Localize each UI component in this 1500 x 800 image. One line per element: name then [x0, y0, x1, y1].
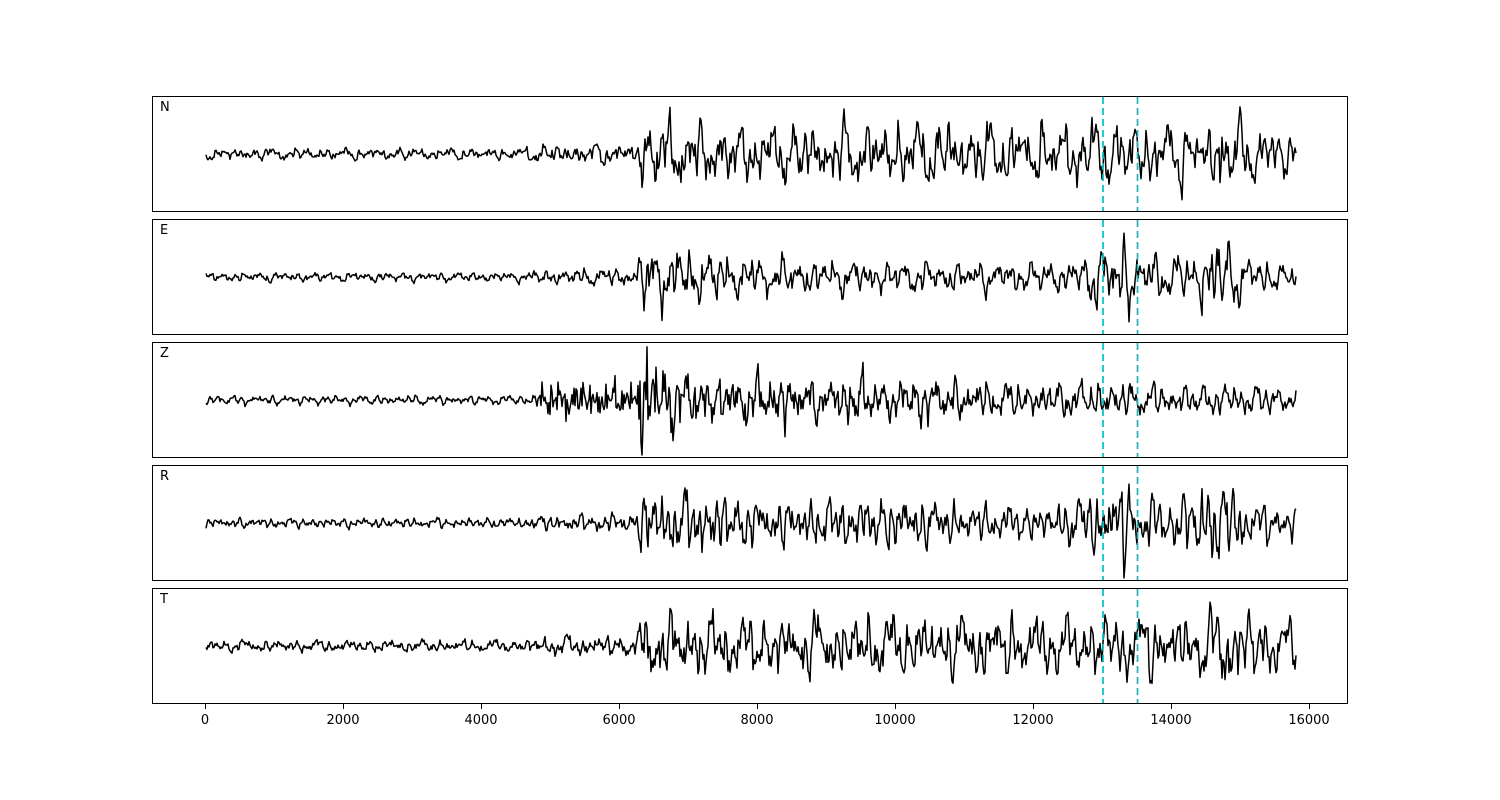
x-tick — [1309, 704, 1310, 709]
x-tick — [757, 704, 758, 709]
x-tick-label: 14000 — [1150, 713, 1192, 728]
panel-e: E — [152, 219, 1348, 335]
x-tick-label: 6000 — [602, 713, 636, 728]
trace-r — [205, 483, 1297, 579]
x-tick-label: 4000 — [464, 713, 498, 728]
x-axis: 0 2000 4000 6000 8000 10000 12000 14000 16000 — [152, 704, 1348, 744]
x-tick — [481, 704, 482, 709]
x-tick — [895, 704, 896, 709]
waveform-t — [205, 589, 1297, 703]
panel-label-t: T — [160, 592, 168, 607]
panel-r: R — [152, 465, 1348, 581]
waveform-z — [205, 343, 1297, 457]
x-tick — [619, 704, 620, 709]
waveform-e — [205, 220, 1297, 334]
x-tick — [205, 704, 206, 709]
panel-label-r: R — [160, 469, 170, 484]
x-tick-label: 0 — [200, 713, 210, 728]
trace-e — [205, 232, 1297, 323]
x-tick-label: 2000 — [326, 713, 360, 728]
panel-z: Z — [152, 342, 1348, 458]
waveform-r — [205, 466, 1297, 580]
trace-z — [205, 346, 1297, 456]
x-tick-label: 10000 — [874, 713, 916, 728]
panel-t: T — [152, 588, 1348, 704]
x-tick — [343, 704, 344, 709]
x-tick — [1171, 704, 1172, 709]
x-tick-label: 12000 — [1012, 713, 1054, 728]
trace-t — [205, 601, 1297, 685]
x-tick-label: 8000 — [740, 713, 774, 728]
panel-label-e: E — [160, 223, 169, 238]
trace-n — [205, 106, 1297, 201]
x-tick-label: 16000 — [1288, 713, 1330, 728]
panel-n: N — [152, 96, 1348, 212]
waveform-n — [205, 97, 1297, 211]
panel-label-z: Z — [160, 346, 169, 361]
x-tick — [1033, 704, 1034, 709]
panel-label-n: N — [160, 100, 170, 115]
